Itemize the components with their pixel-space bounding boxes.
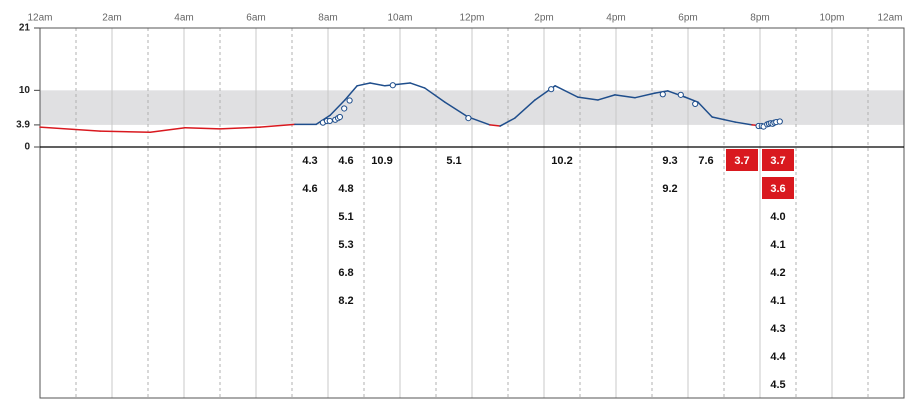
- glucose-line-segment: [369, 82, 386, 87]
- reading-marker: [692, 100, 699, 108]
- reading-label: 5.1: [446, 155, 461, 167]
- reading-label: 4.8: [338, 183, 353, 195]
- x-tick-label: 2pm: [534, 13, 553, 24]
- reading-label: 7.6: [698, 155, 713, 167]
- reading-label: 9.2: [662, 183, 677, 195]
- x-tick-label: 12pm: [459, 13, 484, 24]
- glucose-line-segment: [344, 85, 358, 101]
- y-tick-label: 0: [24, 142, 30, 153]
- x-tick-label: 2am: [102, 13, 121, 24]
- reading-marker: [548, 86, 555, 93]
- reading-label: 4.4: [770, 351, 786, 363]
- reading-label: 4.3: [302, 155, 317, 167]
- glucose-line-segment: [467, 116, 491, 126]
- reading-marker: [465, 115, 472, 122]
- reading-label: 4.6: [338, 155, 353, 167]
- reading-label: 4.6: [302, 183, 317, 195]
- glucose-line-segment: [184, 126, 221, 130]
- glucose-line-segment: [634, 92, 656, 99]
- reading-label: 4.1: [770, 239, 785, 251]
- x-tick-label: 6am: [246, 13, 265, 24]
- x-tick-label: 12am: [27, 13, 52, 24]
- low-reading-cell: [726, 149, 758, 171]
- reading-marker: [346, 97, 353, 104]
- glucose-line-segment: [597, 94, 616, 101]
- reading-label: 8.2: [338, 295, 353, 307]
- glucose-line-segment: [356, 82, 371, 87]
- reading-label: 3.6: [770, 183, 785, 195]
- glucose-line-segment: [444, 101, 469, 118]
- glucose-line-segment: [149, 126, 186, 134]
- reading-marker: [677, 91, 684, 98]
- reading-label: 4.5: [770, 379, 785, 391]
- glucose-line-segment: [409, 82, 426, 89]
- y-tick-label: 3.9: [16, 120, 30, 131]
- glucose-line-segment: [329, 99, 346, 117]
- glucose-line-segment: [697, 101, 713, 118]
- glucose-line-segment: [424, 87, 446, 103]
- glucose-line-segment: [99, 130, 151, 134]
- glucose-line-segment: [554, 85, 579, 98]
- glucose-line-segment: [39, 126, 101, 132]
- x-tick-label: 8pm: [750, 13, 769, 24]
- reading-label: 4.2: [770, 267, 785, 279]
- reading-marker: [341, 105, 348, 112]
- reading-marker: [326, 117, 333, 125]
- glucose-line-segment: [734, 121, 753, 126]
- y-tick-label: 21: [19, 23, 31, 34]
- y-tick-label: 10: [19, 85, 31, 96]
- reading-label: 9.3: [662, 155, 677, 167]
- x-tick-label: 8am: [318, 13, 337, 24]
- reading-marker: [776, 118, 783, 125]
- glucose-line-segment: [219, 126, 261, 130]
- glucose-line-segment: [514, 99, 536, 119]
- low-reading-cell: [762, 149, 794, 171]
- reading-label: 6.8: [338, 267, 353, 279]
- glucose-line-segment: [489, 124, 501, 127]
- x-tick-label: 10pm: [819, 13, 844, 24]
- low-reading-cell: [762, 177, 794, 199]
- x-tick-label: 12am: [877, 13, 902, 24]
- reading-marker: [659, 91, 666, 98]
- reading-label: 10.2: [551, 155, 572, 167]
- reading-label: 4.0: [770, 211, 785, 223]
- glucose-line-segment: [711, 116, 736, 123]
- reading-label: 4.3: [770, 323, 785, 335]
- reading-label: 5.3: [338, 239, 353, 251]
- reading-marker: [389, 82, 396, 89]
- x-tick-label: 6pm: [678, 13, 697, 24]
- reading-label: 3.7: [734, 155, 749, 167]
- reading-label: 5.1: [338, 211, 353, 223]
- glucose-line-segment: [614, 94, 636, 99]
- x-tick-label: 10am: [387, 13, 412, 24]
- reading-label: 10.9: [371, 155, 392, 167]
- reading-label: 4.1: [770, 295, 785, 307]
- x-tick-label: 4am: [174, 13, 193, 24]
- glucose-line-segment: [499, 117, 516, 127]
- glucose-line-segment: [577, 96, 599, 101]
- reading-marker: [336, 113, 343, 121]
- glucose-line-segment: [384, 82, 411, 87]
- reading-label: 3.7: [770, 155, 785, 167]
- x-tick-label: 4pm: [606, 13, 625, 24]
- glucose-line-segment: [259, 123, 296, 128]
- plot-frame: [39, 27, 905, 399]
